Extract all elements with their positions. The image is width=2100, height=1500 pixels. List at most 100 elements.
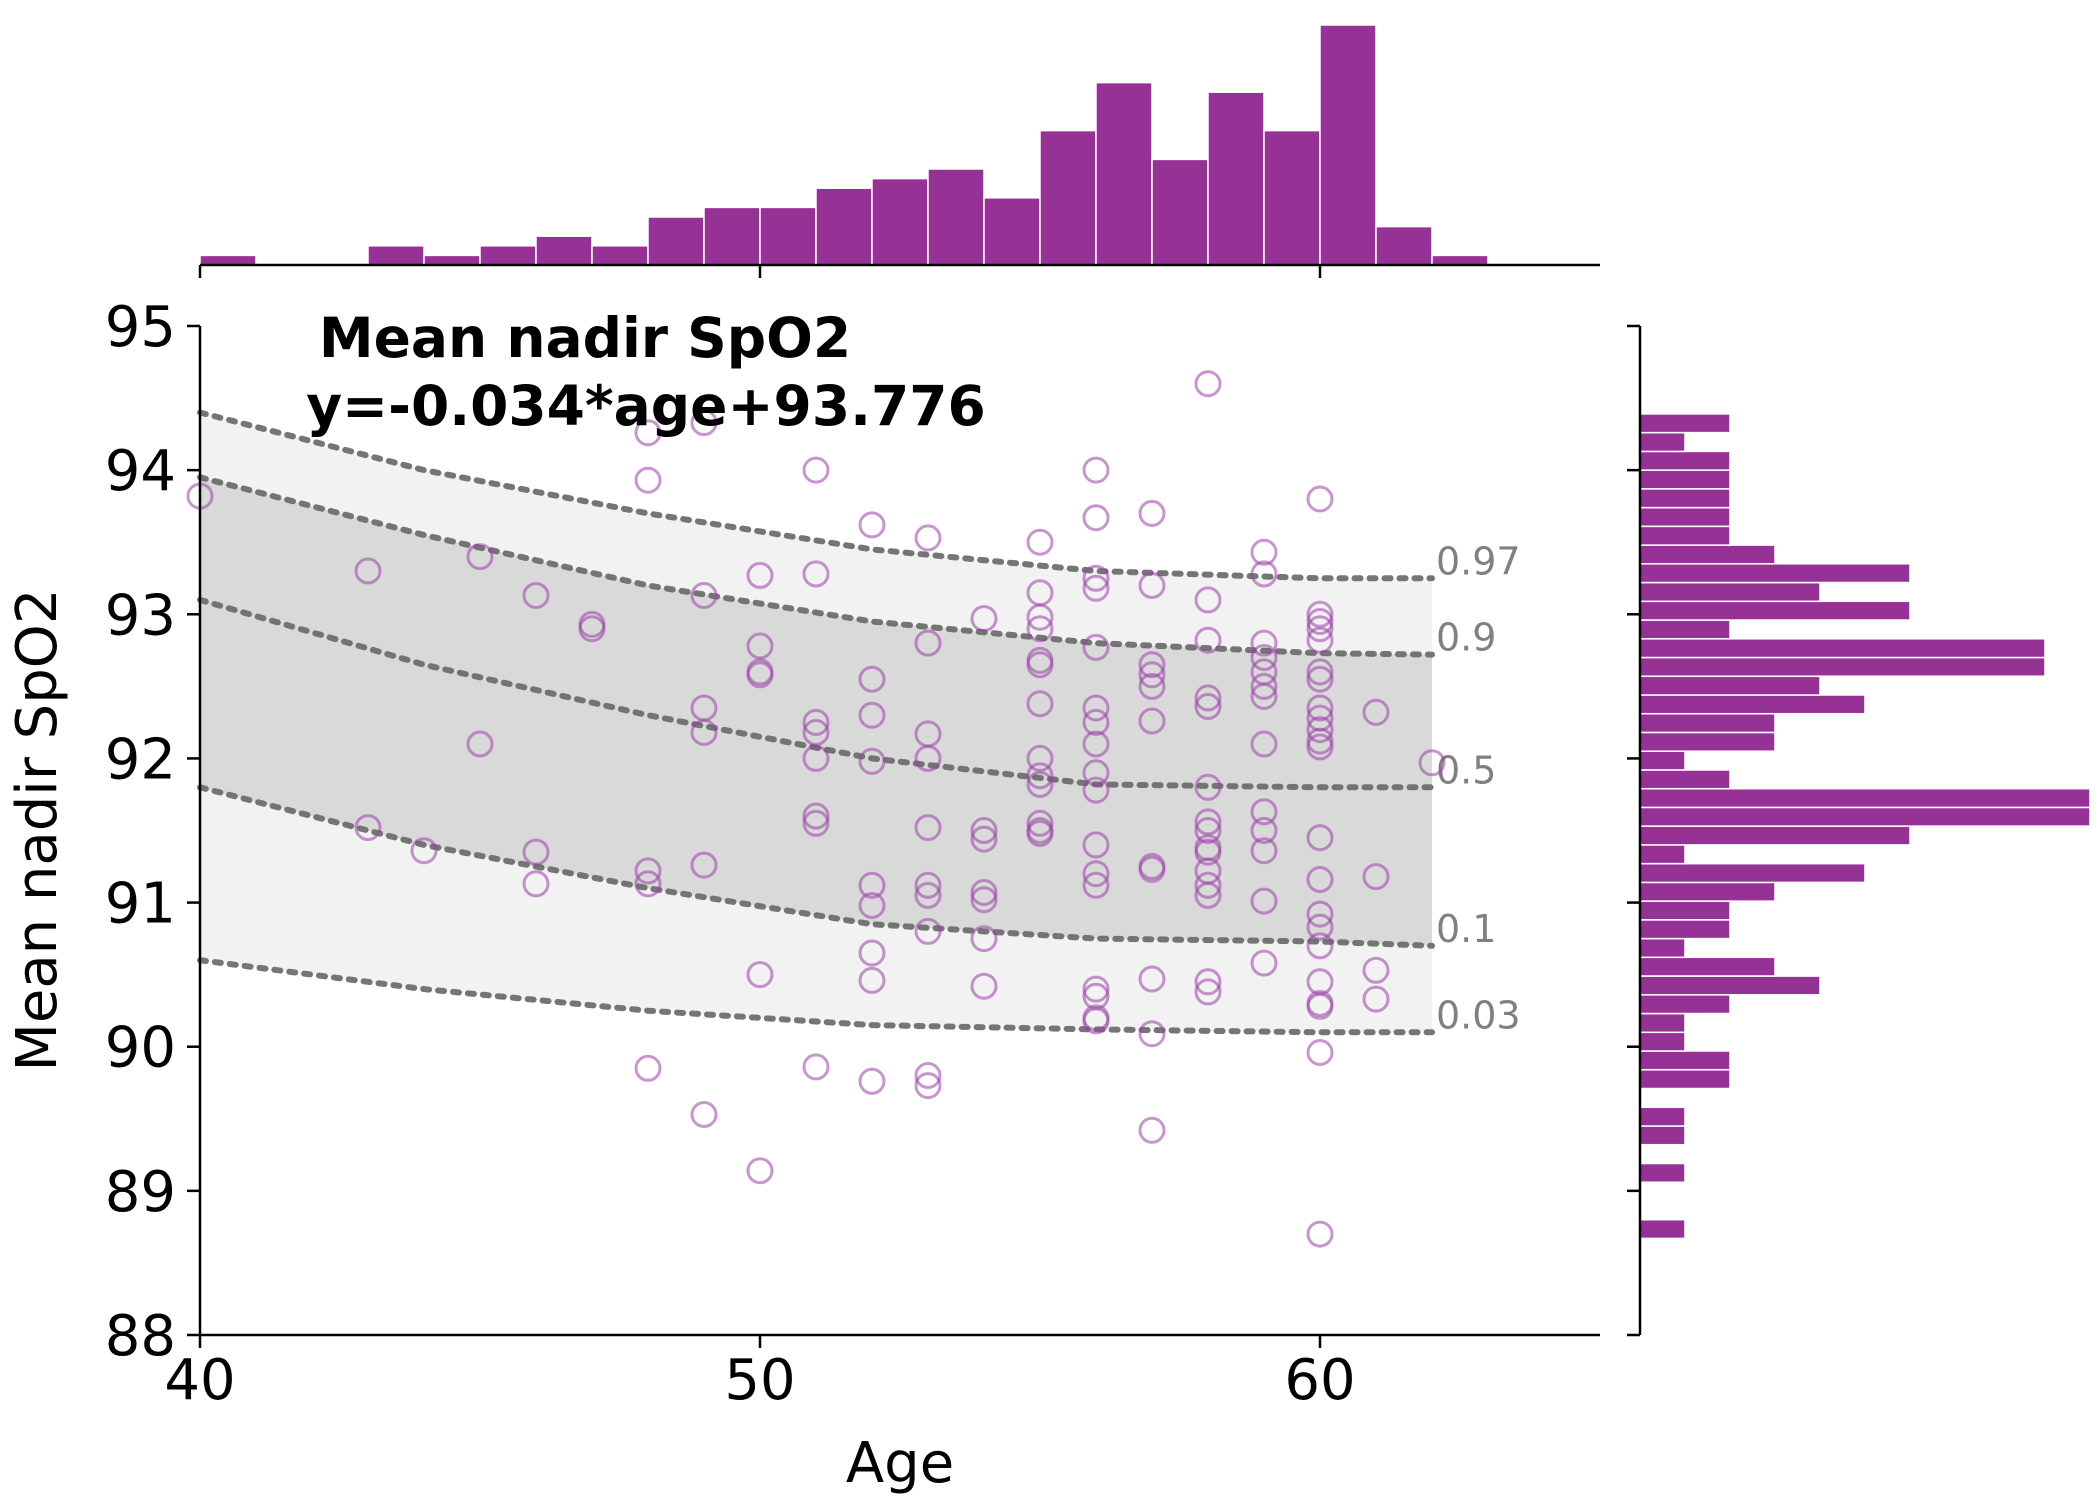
data-point: [1026, 744, 1054, 772]
right-histogram-bar: [1639, 1125, 1686, 1146]
right-histogram-bar: [1639, 544, 1776, 565]
data-point: [1194, 838, 1222, 866]
data-point: [1082, 564, 1110, 592]
data-point: [1082, 1007, 1110, 1035]
top-histogram-bar: [479, 245, 537, 266]
right-histogram-bar: [1639, 881, 1776, 902]
data-point: [1194, 881, 1222, 909]
data-point: [1362, 698, 1390, 726]
centile-label: 0.03: [1436, 993, 1521, 1037]
data-point: [634, 419, 662, 447]
data-point: [1138, 661, 1166, 689]
data-point: [914, 814, 942, 842]
top-histogram-bar: [1375, 225, 1433, 266]
right-histogram-bar: [1639, 806, 2091, 827]
data-point: [1138, 965, 1166, 993]
data-point: [1362, 863, 1390, 891]
right-histogram-bar: [1639, 525, 1731, 546]
top-histogram-bar: [423, 254, 481, 266]
y-axis-label: Mean nadir SpO2: [5, 589, 70, 1072]
data-point: [802, 802, 830, 830]
right-histogram-bar: [1639, 919, 1731, 940]
data-point: [1250, 629, 1278, 657]
y-tick-label: 89: [105, 1160, 176, 1225]
y-tick-label: 88: [105, 1304, 176, 1369]
right-histogram-bar: [1639, 787, 2091, 809]
centile-labels: 0.97 0.9 0.5 0.1 0.03: [1436, 539, 1521, 1037]
data-point: [914, 881, 942, 909]
y-tick-label: 91: [105, 872, 176, 937]
data-point: [690, 409, 718, 437]
right-histogram-bar: [1639, 1106, 1686, 1127]
data-point: [1306, 658, 1334, 686]
data-point: [746, 961, 774, 989]
centile-line: [197, 784, 1435, 949]
data-point: [690, 582, 718, 609]
data-point: [914, 524, 942, 552]
data-point: [1026, 528, 1054, 556]
data-point: [1082, 759, 1110, 787]
top-histogram-bar: [1263, 129, 1321, 266]
data-point: [970, 817, 998, 844]
data-point: [1082, 504, 1110, 532]
data-point: [1194, 968, 1222, 996]
data-point: [1250, 560, 1278, 588]
data-point: [1418, 749, 1446, 777]
right-histogram-bar: [1639, 956, 1776, 977]
top-histogram-bar: [1431, 254, 1489, 266]
y-tick-label: 90: [105, 1016, 176, 1081]
data-point: [1138, 1116, 1166, 1144]
top-histogram-bar: [535, 235, 593, 266]
right-histogram-bar: [1639, 431, 1686, 453]
data-point: [746, 632, 774, 660]
data-point: [634, 857, 662, 885]
right-histogram-bar: [1639, 563, 1911, 584]
data-point: [1082, 871, 1110, 899]
data-point: [522, 582, 550, 609]
x-axis-ticks: 40 50 60: [164, 1335, 1356, 1413]
data-point: [1306, 615, 1334, 643]
data-point: [1306, 733, 1334, 761]
right-histogram-bar: [1639, 1069, 1731, 1090]
data-point: [1138, 1020, 1166, 1048]
data-point: [1194, 817, 1222, 844]
chart-title: Mean nadir SpO2: [319, 306, 851, 370]
top-histogram-bar: [927, 168, 985, 266]
data-point: [1306, 608, 1334, 635]
data-point: [1194, 871, 1222, 899]
data-point: [1082, 975, 1110, 1003]
right-histogram-bar: [1639, 825, 1911, 846]
data-point: [690, 1101, 718, 1128]
data-point: [1306, 600, 1334, 628]
right-histogram-bar: [1639, 413, 1731, 434]
data-point: [634, 1054, 662, 1082]
data-point: [858, 1067, 886, 1095]
data-point: [802, 744, 830, 772]
data-point: [1250, 887, 1278, 915]
top-histogram-bar: [871, 177, 929, 266]
data-point: [802, 719, 830, 746]
data-point: [1250, 682, 1278, 710]
data-point: [522, 870, 550, 898]
right-histogram-bar: [1639, 1050, 1731, 1071]
y-tick-label: 92: [105, 727, 176, 792]
data-point: [914, 1072, 942, 1100]
data-point: [858, 871, 886, 899]
data-point: [858, 966, 886, 994]
right-histogram-bar: [1639, 712, 1776, 734]
right-histogram-bar: [1639, 488, 1731, 509]
top-histogram-bar: [1039, 129, 1097, 266]
centile-label: 0.97: [1436, 539, 1521, 583]
scatter-points: [186, 370, 1446, 1248]
chart-equation: y=-0.034*age+93.776: [306, 374, 986, 438]
data-point: [1082, 831, 1110, 859]
centile-label: 0.9: [1436, 616, 1496, 660]
right-histogram-bar: [1639, 581, 1821, 603]
data-point: [970, 972, 998, 1000]
right-histogram-bar: [1639, 975, 1821, 996]
data-point: [466, 730, 494, 758]
right-histogram-ticks: [1627, 324, 1640, 1337]
data-point: [1194, 586, 1222, 614]
data-point: [1306, 900, 1334, 928]
